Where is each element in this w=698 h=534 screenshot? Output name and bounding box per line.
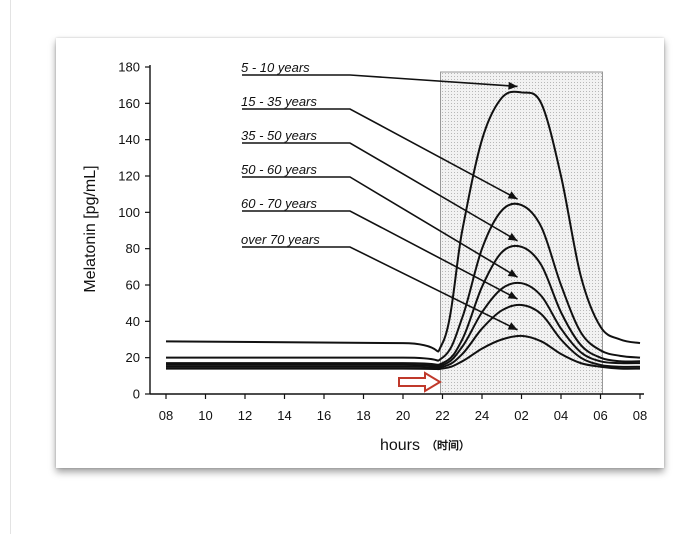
night-shaded-region: [440, 71, 603, 395]
x-axis-label: hours: [380, 437, 420, 454]
series-leader-6: [242, 246, 518, 331]
y-tick-label: 180: [118, 60, 140, 75]
x-axis-label-suffix: （时间）: [426, 438, 470, 452]
y-tick-label: 100: [118, 205, 140, 220]
x-tick-label: 20: [396, 408, 410, 423]
series-leader-5: [242, 210, 518, 300]
series-leader-arrowhead-5: [507, 291, 518, 299]
x-tick-label: 10: [198, 408, 212, 423]
series-leader-arrowhead-4: [507, 269, 518, 278]
y-tick-label: 120: [118, 169, 140, 184]
series-leader-2: [242, 108, 518, 200]
series-leader-arrowhead-3: [507, 232, 518, 241]
y-tick-label: 80: [126, 241, 140, 256]
series-line-5: [166, 303, 641, 369]
series-label-2: 15 - 35 years: [241, 94, 317, 109]
series-label-4: 50 - 60 years: [241, 162, 317, 177]
x-tick-label: 12: [238, 408, 252, 423]
series-line-6: [166, 334, 641, 371]
x-tick-label: 02: [514, 408, 528, 423]
series-leader-arrowhead-2: [507, 191, 518, 200]
x-tick-label: 04: [554, 408, 568, 423]
x-tick-label: 16: [317, 408, 331, 423]
series-line-1: [165, 90, 641, 353]
series-leader-arrowhead-6: [507, 322, 518, 330]
x-tick-label: 14: [277, 408, 291, 423]
series-leader-1: [242, 74, 518, 88]
series-leader-3: [242, 142, 518, 242]
series-line-4: [166, 281, 641, 368]
series-line-2: [166, 202, 641, 362]
y-tick-label: 160: [118, 96, 140, 111]
y-tick-label: 20: [126, 350, 140, 365]
y-axis-label: Melatonin [pg/mL]: [82, 165, 99, 292]
x-tick-label: 24: [475, 408, 489, 423]
y-tick-label: 0: [133, 387, 140, 402]
series-label-1: 5 - 10 years: [241, 60, 310, 75]
series-label-5: 60 - 70 years: [241, 196, 317, 211]
x-tick-label: 06: [593, 408, 607, 423]
page-left-border: [10, 0, 11, 534]
x-tick-label: 22: [435, 408, 449, 423]
y-tick-label: 140: [118, 132, 140, 147]
series-leader-arrowhead-1: [508, 81, 518, 90]
x-tick-label: 08: [633, 408, 647, 423]
red-arrow-icon: [398, 371, 442, 393]
series-label-3: 35 - 50 years: [241, 128, 317, 143]
series-leader-4: [242, 176, 518, 278]
x-tick-label: 08: [159, 408, 173, 423]
y-tick-label: 60: [126, 278, 140, 293]
series-label-6: over 70 years: [241, 232, 320, 247]
y-tick-label: 40: [126, 314, 140, 329]
series-line-3: [166, 244, 641, 366]
x-tick-label: 18: [356, 408, 370, 423]
